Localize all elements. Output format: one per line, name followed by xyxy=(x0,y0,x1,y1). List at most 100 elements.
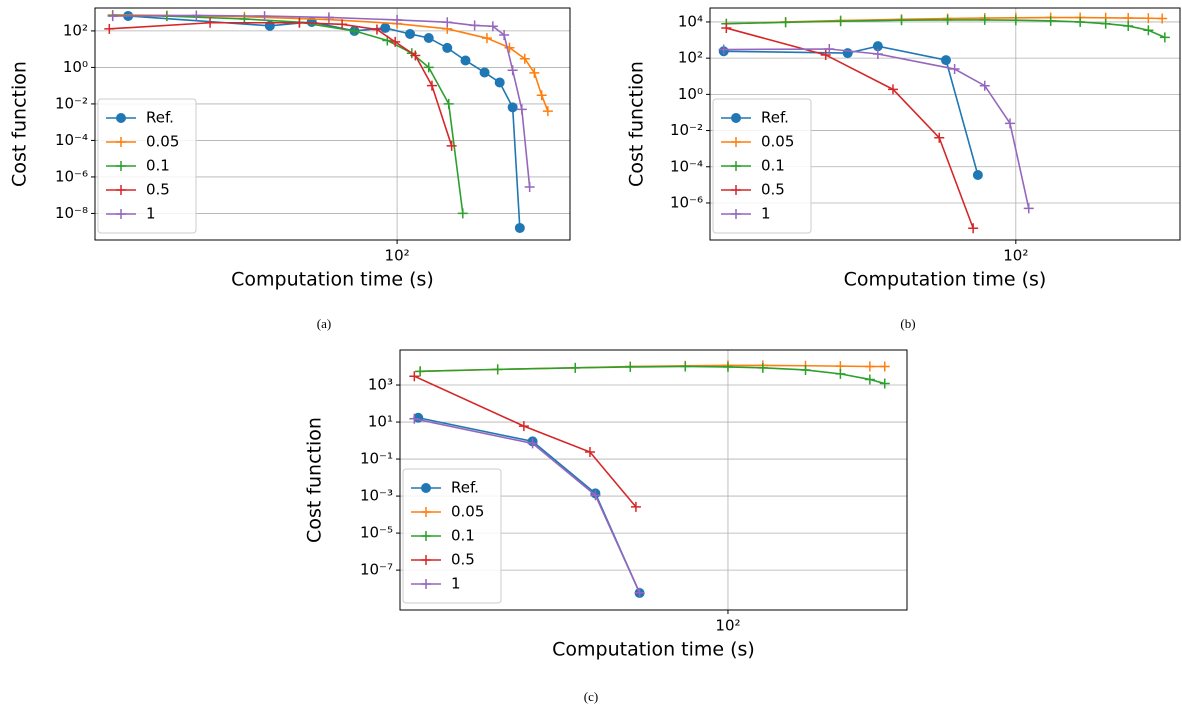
data-point xyxy=(518,421,529,432)
data-point xyxy=(349,25,360,36)
x-axis-label: Computation time (s) xyxy=(552,639,755,661)
legend-marker xyxy=(116,113,126,123)
legend-label: 0.1 xyxy=(761,157,785,175)
data-point xyxy=(460,55,471,66)
data-point xyxy=(934,132,945,143)
y-tick-label: 10² xyxy=(63,21,88,39)
legend-marker xyxy=(731,185,741,195)
y-tick-label: 10⁻⁷ xyxy=(360,561,393,579)
data-point xyxy=(625,361,636,372)
data-point xyxy=(1010,15,1021,26)
axes-frame xyxy=(94,7,571,241)
legend-box xyxy=(402,468,502,604)
data-line xyxy=(112,14,549,112)
data-point xyxy=(864,374,875,385)
axes-frame xyxy=(709,7,1181,241)
data-point xyxy=(392,14,403,25)
data-point xyxy=(570,362,581,373)
x-tick-label: 10² xyxy=(1003,247,1028,265)
data-point xyxy=(940,55,951,66)
data-point xyxy=(390,36,401,47)
legend-label: 0.5 xyxy=(146,181,170,199)
data-point xyxy=(104,23,115,34)
legend-label: 0.05 xyxy=(761,133,794,151)
data-point xyxy=(519,53,530,64)
data-point xyxy=(409,413,420,424)
data-point xyxy=(757,362,768,373)
legend-label: Ref. xyxy=(146,109,174,127)
y-tick-label: 10⁻⁶ xyxy=(55,167,88,185)
y-tick-label: 10⁻⁴ xyxy=(670,157,703,175)
data-point xyxy=(536,90,547,101)
data-point xyxy=(446,140,457,151)
axes-frame xyxy=(399,349,908,611)
legend-label: 0.05 xyxy=(451,503,484,521)
legend-label: 0.5 xyxy=(451,551,475,569)
y-tick-label: 10⁻⁵ xyxy=(360,524,393,542)
data-point xyxy=(1005,118,1015,129)
data-point xyxy=(979,14,990,25)
data-point xyxy=(1143,13,1154,24)
data-point xyxy=(294,17,305,28)
legend-marker xyxy=(116,137,126,147)
data-point xyxy=(542,106,553,117)
data-point xyxy=(443,98,454,109)
data-point xyxy=(872,41,883,52)
data-point xyxy=(514,222,525,233)
y-tick-label: 10⁰ xyxy=(63,58,88,76)
data-point xyxy=(529,67,540,78)
legend-label: 1 xyxy=(146,205,156,223)
data-line xyxy=(112,14,531,188)
subplot: 10⁻⁶ 10⁻⁴ 10⁻² 10⁰ 10² 10⁴ 10² Computation time… xyxy=(626,7,1181,331)
data-point xyxy=(1100,18,1111,29)
data-point xyxy=(949,64,960,75)
legend-box xyxy=(712,98,812,234)
legend-marker xyxy=(421,483,431,493)
data-point xyxy=(494,77,505,88)
y-tick-label: 10⁰ xyxy=(678,85,703,103)
data-point xyxy=(423,32,434,43)
data-point xyxy=(487,21,498,32)
data-point xyxy=(481,33,492,44)
y-tick-label: 10⁻¹ xyxy=(360,450,393,468)
data-point xyxy=(1143,25,1154,36)
data-point xyxy=(780,17,791,28)
y-tick-label: 10⁻⁸ xyxy=(55,204,88,222)
legend-label: 0.1 xyxy=(451,527,475,545)
data-point xyxy=(842,48,853,59)
data-point xyxy=(191,10,202,21)
data-point xyxy=(479,67,490,78)
data-point xyxy=(972,170,983,181)
data-point xyxy=(323,12,334,23)
data-point xyxy=(630,501,641,512)
data-point xyxy=(504,42,515,53)
data-point xyxy=(1123,20,1134,31)
data-point xyxy=(499,29,510,40)
data-point xyxy=(835,368,846,379)
data-point xyxy=(107,11,118,22)
data-point xyxy=(259,11,270,22)
data-line xyxy=(726,19,1166,39)
data-line xyxy=(414,417,641,594)
legend-marker xyxy=(116,209,126,219)
data-point xyxy=(205,17,216,28)
y-axis-label: Cost function xyxy=(304,417,326,543)
data-point xyxy=(634,587,645,598)
subplot: 10⁻⁸ 10⁻⁶ 10⁻⁴ 10⁻² 10⁰ 10² 10² Computation tim… xyxy=(9,7,571,331)
data-point xyxy=(442,17,453,28)
legend-marker xyxy=(116,161,126,171)
y-tick-label: 10¹ xyxy=(368,413,393,431)
data-point xyxy=(380,22,391,33)
data-point xyxy=(1159,32,1170,43)
legend-label: 0.05 xyxy=(146,133,179,151)
data-point xyxy=(800,364,811,375)
data-point xyxy=(507,65,518,76)
y-tick-label: 10⁻² xyxy=(670,121,703,139)
data-point xyxy=(879,378,890,389)
x-axis-label: Computation time (s) xyxy=(231,269,434,291)
data-point xyxy=(409,371,420,382)
data-point xyxy=(423,62,434,73)
data-point xyxy=(979,80,990,91)
data-point xyxy=(820,49,831,60)
